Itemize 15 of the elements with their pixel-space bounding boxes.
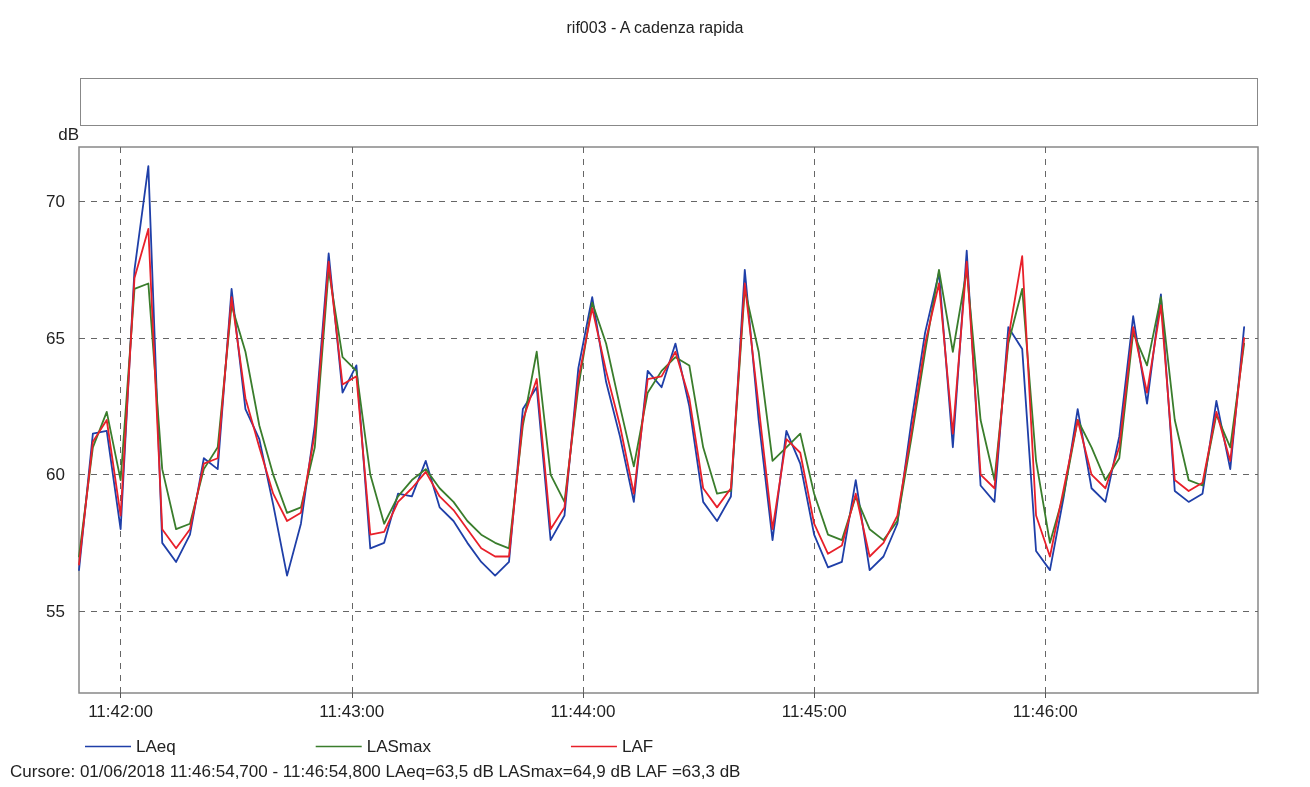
text: Cursore: 01/06/2018 11:46:54,700 - 11:46:54,800 LAeq=63,5 dB LASmax=64,9 dB LAF =63,3 dB <box>10 762 741 782</box>
x-tick-label: 11:43:00 <box>319 702 385 721</box>
x-tick-label: 11:42:00 <box>88 702 154 721</box>
x-tick-label: 11:45:00 <box>781 702 847 721</box>
legend-label: LASmax <box>366 737 432 756</box>
chart-title: rif003 - A cadenza rapida <box>566 18 744 36</box>
y-tick-label: 70 <box>46 192 65 212</box>
y-axis-title: dB <box>58 125 79 144</box>
x-tick-label: 11:46:00 <box>1012 702 1078 721</box>
y-tick-label: 55 <box>46 601 65 621</box>
legend-label: LAeq <box>136 737 176 756</box>
y-tick-label: 60 <box>46 465 65 485</box>
legend-label: LAF <box>621 737 654 756</box>
x-tick-label: 11:44:00 <box>550 702 616 721</box>
y-tick-label: 65 <box>46 328 65 348</box>
